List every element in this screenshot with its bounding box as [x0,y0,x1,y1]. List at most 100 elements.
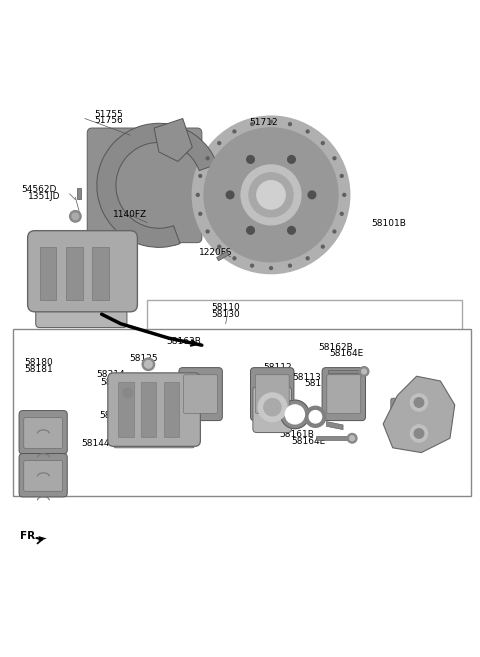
Circle shape [306,130,309,133]
Circle shape [247,156,254,163]
Circle shape [340,175,343,177]
Polygon shape [255,422,272,430]
Text: 58144B: 58144B [82,438,116,447]
Circle shape [410,394,428,411]
Text: 58114A: 58114A [304,379,339,388]
Bar [316,436,352,440]
Text: 58125: 58125 [129,353,158,363]
Circle shape [270,120,273,123]
Text: 58164E: 58164E [330,350,364,358]
FancyBboxPatch shape [36,294,127,328]
Text: 58110: 58110 [211,302,240,311]
Text: 54562D: 54562D [22,185,57,194]
Circle shape [288,227,295,234]
Circle shape [350,436,355,441]
Circle shape [305,406,326,427]
Text: 58144B: 58144B [99,411,134,420]
Circle shape [251,264,253,267]
Bar [216,252,229,261]
Circle shape [258,393,287,422]
Circle shape [226,191,234,198]
Circle shape [270,267,273,269]
Bar [328,369,364,373]
Circle shape [348,434,357,443]
Circle shape [206,157,209,160]
Circle shape [72,213,79,219]
Text: 58314: 58314 [96,370,124,379]
Bar [77,188,81,198]
Circle shape [199,212,202,215]
FancyBboxPatch shape [251,368,294,420]
FancyBboxPatch shape [184,374,217,413]
Text: 1351JD: 1351JD [28,193,60,201]
FancyBboxPatch shape [327,374,361,413]
Circle shape [333,230,336,233]
Circle shape [241,165,301,225]
FancyBboxPatch shape [253,387,291,432]
Circle shape [281,400,309,429]
Circle shape [206,230,209,233]
FancyBboxPatch shape [19,453,67,497]
FancyBboxPatch shape [179,368,222,420]
Bar [39,248,56,300]
Circle shape [257,181,285,209]
Text: FR.: FR. [20,531,39,541]
Polygon shape [398,422,415,430]
Circle shape [360,367,369,376]
Circle shape [70,211,81,222]
Text: 51755: 51755 [95,110,123,119]
Text: 58161B: 58161B [279,430,314,439]
Circle shape [264,399,281,416]
Text: 1220FS: 1220FS [199,248,233,257]
Text: 58130: 58130 [211,309,240,319]
FancyBboxPatch shape [24,418,62,448]
Polygon shape [383,376,455,453]
Circle shape [192,116,350,273]
Text: 58120: 58120 [101,378,129,387]
Circle shape [343,193,346,196]
Circle shape [123,388,132,397]
Bar [141,382,156,438]
Circle shape [233,130,236,133]
Circle shape [285,405,304,424]
Bar [147,300,462,436]
Circle shape [322,142,324,145]
Wedge shape [281,400,309,429]
Circle shape [142,358,155,371]
Circle shape [309,411,322,423]
FancyBboxPatch shape [19,411,67,454]
Bar [118,382,133,438]
Circle shape [322,245,324,248]
Circle shape [414,397,424,407]
Text: 58101B: 58101B [371,219,406,228]
Polygon shape [326,422,343,430]
FancyBboxPatch shape [28,231,137,312]
Text: 58164E: 58164E [291,437,326,445]
Text: 51756: 51756 [95,116,123,125]
Bar [66,248,83,300]
Circle shape [251,123,253,125]
Circle shape [249,173,293,217]
Text: 58180: 58180 [24,358,53,367]
Circle shape [233,257,236,260]
Bar [13,328,471,495]
Circle shape [218,142,221,145]
Text: 58113: 58113 [292,373,321,382]
Circle shape [247,227,254,234]
Circle shape [199,175,202,177]
Bar [92,248,109,300]
Circle shape [288,123,291,125]
Text: 51712: 51712 [250,118,278,127]
Circle shape [204,128,338,261]
FancyBboxPatch shape [429,398,449,426]
Circle shape [288,264,291,267]
Text: 58162B: 58162B [319,343,353,352]
Circle shape [340,212,343,215]
Polygon shape [154,118,192,162]
FancyBboxPatch shape [114,432,195,448]
FancyBboxPatch shape [108,373,200,446]
FancyBboxPatch shape [255,374,289,413]
Circle shape [414,429,424,438]
Text: 1140FZ: 1140FZ [113,210,147,219]
Polygon shape [38,536,47,541]
